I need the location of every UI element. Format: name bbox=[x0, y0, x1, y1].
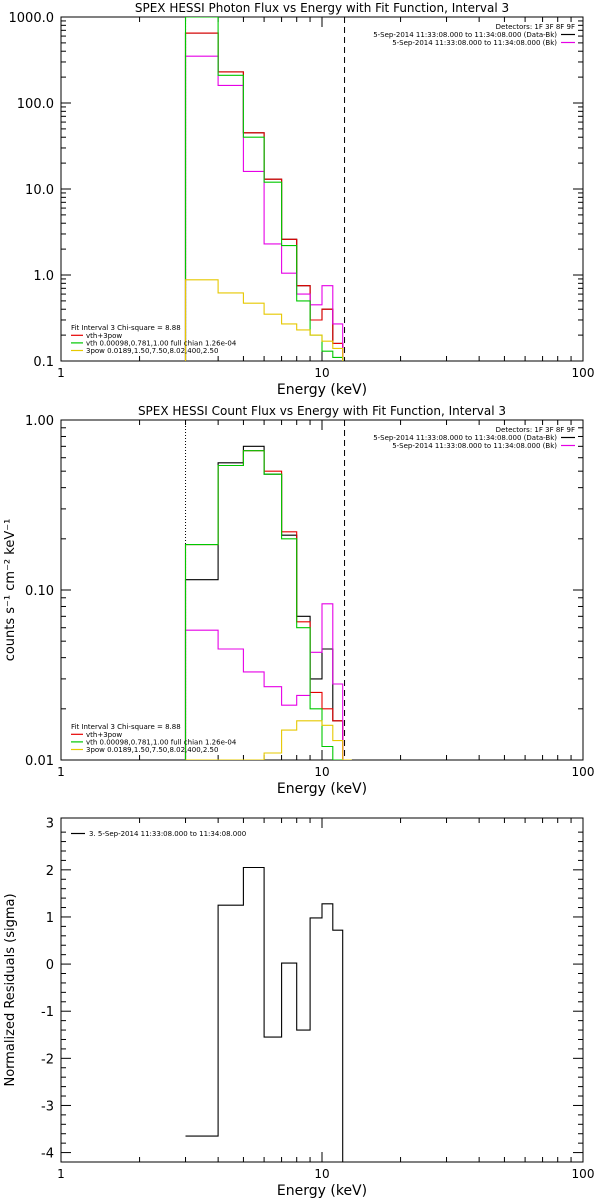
plot-frame bbox=[60, 817, 584, 1163]
chart-panel-2: 1 10 100 0.01 0.10 1.00 SPEX HESSI Count Flux … bbox=[3, 404, 594, 797]
y-tick-label: 0 bbox=[46, 958, 54, 973]
y-tick-label: 10.0 bbox=[25, 183, 54, 198]
y-tick-label: -4 bbox=[41, 1147, 54, 1162]
series-line-2 bbox=[184, 603, 352, 760]
plot-data bbox=[184, 17, 346, 361]
x-tick-label: 1 bbox=[57, 1167, 65, 1181]
x-tick-label: 100 bbox=[572, 1167, 595, 1181]
legend-item-label: 5-Sep-2014 11:33:08.000 to 11:34:08.000 … bbox=[392, 39, 557, 47]
x-tick-label: 1 bbox=[57, 366, 65, 380]
x-axis-label: Energy (keV) bbox=[277, 382, 367, 398]
legend-heading: Fit Interval 3 Chi-square = 8.88 bbox=[71, 324, 181, 332]
series-line-1 bbox=[184, 32, 344, 361]
legend-heading: Detectors: 1F 3F 8F 9F bbox=[496, 23, 575, 31]
x-tick-label: 10 bbox=[314, 765, 329, 779]
x-tick-label: 100 bbox=[572, 765, 595, 779]
legend-item-label: 5-Sep-2014 11:33:08.000 to 11:34:08.000 … bbox=[373, 434, 557, 442]
y-tick-label: -1 bbox=[41, 1005, 54, 1020]
y-tick-label: 1000.0 bbox=[9, 11, 55, 26]
plot-data bbox=[185, 866, 344, 1162]
series-line-0 bbox=[185, 866, 344, 1162]
chart-panel-3: 1 10 100 -4 -3 -2 -1 0 1 2 3 Energy (keV) Normalized… bbox=[3, 817, 594, 1199]
x-tick-label: 1 bbox=[57, 765, 65, 779]
legend-item-label: vth 0.00098,0.781,1.00 full chian 1.26e-… bbox=[86, 339, 237, 347]
y-tick-label: 1.0 bbox=[33, 269, 54, 284]
y-tick-label: 3 bbox=[46, 817, 54, 832]
series-line-4 bbox=[185, 720, 352, 760]
legend-item-label: vth 0.00098,0.781,1.00 full chian 1.26e-… bbox=[86, 738, 237, 746]
series-line-1 bbox=[184, 450, 352, 760]
chart-panel-1: 1 10 100 0.1 1.0 10.0 100.0 1000.0 SPEX HESSI Ph… bbox=[9, 1, 595, 398]
x-axis-label: Energy (keV) bbox=[277, 1183, 367, 1199]
y-tick-label: 100.0 bbox=[17, 97, 54, 112]
plot-data bbox=[184, 420, 352, 760]
y-tick-label: -2 bbox=[41, 1052, 54, 1067]
x-tick-label: 100 bbox=[572, 366, 595, 380]
series-line-0 bbox=[184, 445, 352, 760]
legend-item-label: 3pow 0.0189,1.50,7.50,8.02,400,2.50 bbox=[86, 347, 218, 355]
x-axis-label: Energy (keV) bbox=[277, 781, 367, 797]
legend-item-label: 5-Sep-2014 11:33:08.000 to 11:34:08.000 … bbox=[373, 31, 557, 39]
y-axis-label: counts s⁻¹ cm⁻² keV⁻¹ bbox=[3, 519, 18, 662]
y-tick-label: 1 bbox=[46, 911, 54, 926]
chart-title: SPEX HESSI Count Flux vs Energy with Fit… bbox=[138, 404, 506, 418]
y-tick-label: 0.01 bbox=[25, 754, 54, 769]
y-tick-label: 2 bbox=[46, 864, 54, 879]
y-tick-label: 0.10 bbox=[25, 584, 54, 599]
chart-title: SPEX HESSI Photon Flux vs Energy with Fi… bbox=[135, 1, 509, 15]
legend-item-label: 3pow 0.0189,1.50,7.50,8.02,400,2.50 bbox=[86, 746, 218, 754]
legend-heading: Fit Interval 3 Chi-square = 8.88 bbox=[71, 723, 181, 731]
legend-heading: Detectors: 1F 3F 8F 9F bbox=[496, 426, 575, 434]
x-tick-label: 10 bbox=[314, 1167, 329, 1181]
y-tick-label: -3 bbox=[41, 1099, 54, 1114]
y-tick-label: 0.1 bbox=[33, 355, 54, 370]
legend-item-label: 5-Sep-2014 11:33:08.000 to 11:34:08.000 … bbox=[392, 442, 557, 450]
series-line-2 bbox=[184, 55, 344, 361]
y-axis-label: Normalized Residuals (sigma) bbox=[3, 893, 18, 1086]
legend-item-label: vth+3pow bbox=[86, 731, 122, 739]
y-tick-label: 1.00 bbox=[25, 414, 54, 429]
series-line-4 bbox=[184, 279, 344, 361]
x-tick-label: 10 bbox=[314, 366, 329, 380]
series-line-3 bbox=[184, 450, 352, 760]
series-line-3 bbox=[184, 17, 344, 361]
legend-item-label: vth+3pow bbox=[86, 332, 122, 340]
legend-item-label: 3. 5-Sep-2014 11:33:08.000 to 11:34:08.0… bbox=[89, 830, 246, 838]
